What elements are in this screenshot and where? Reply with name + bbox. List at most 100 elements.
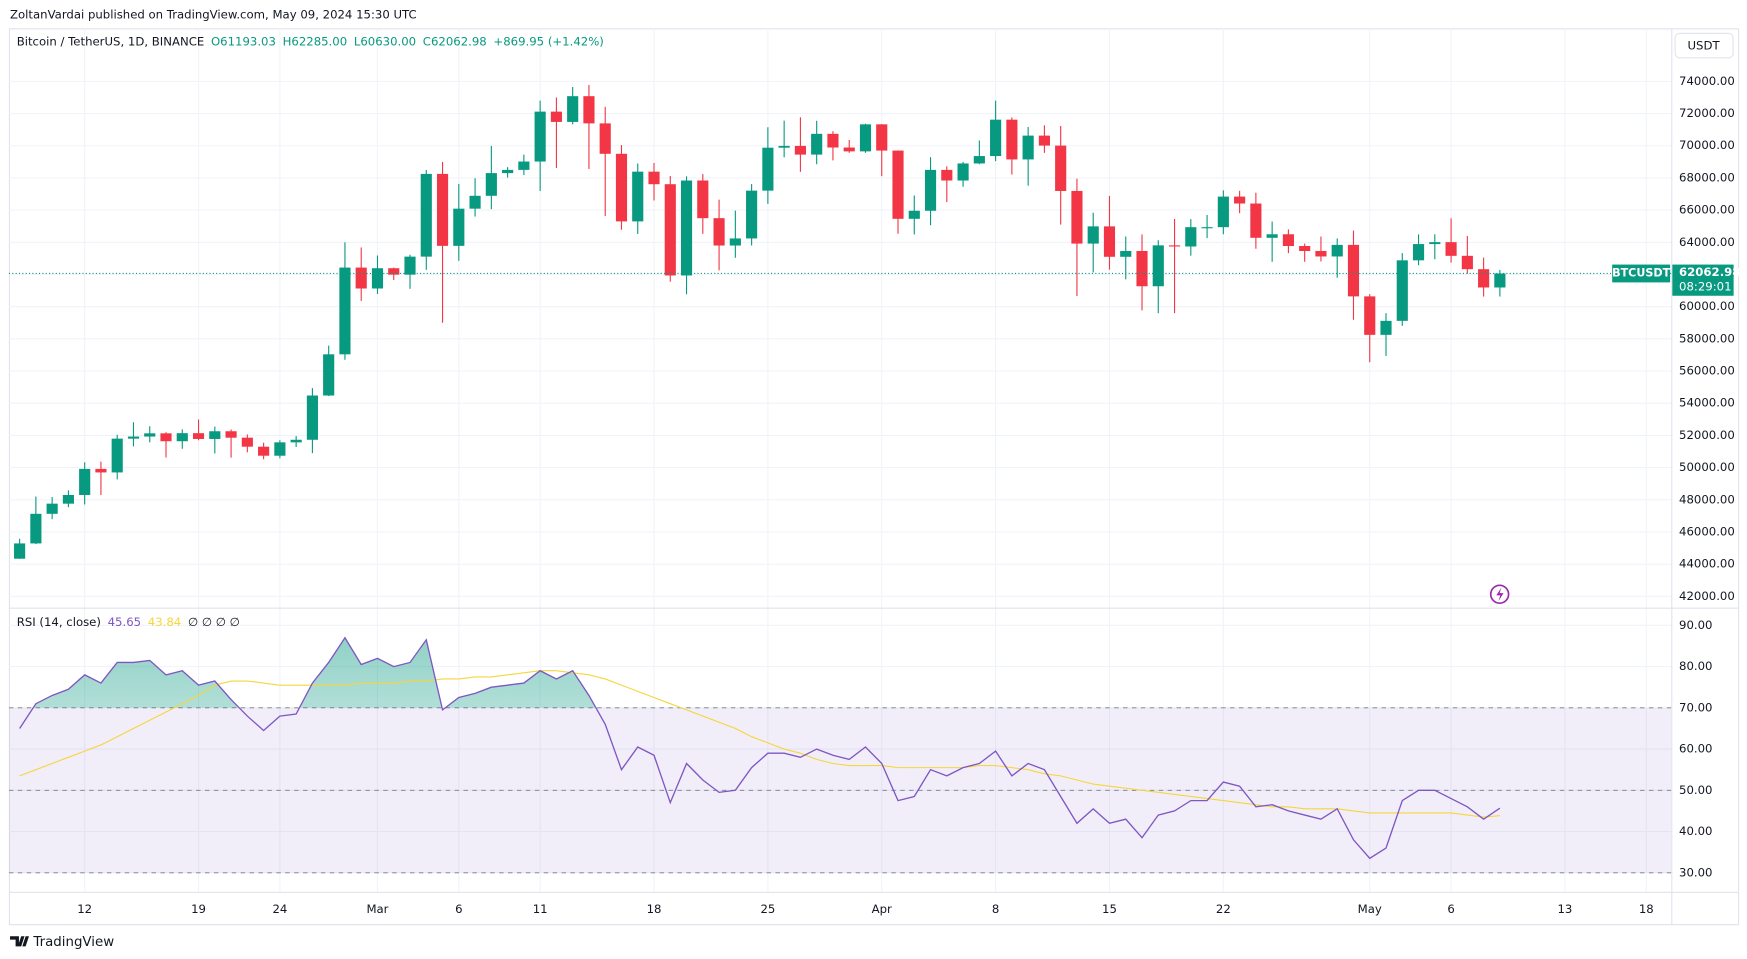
rsi-extra: ∅ ∅ ∅ ∅ — [188, 615, 240, 629]
candle-body — [794, 145, 806, 155]
candle-body — [95, 468, 107, 473]
candle-body — [241, 437, 253, 447]
price-tag-label: 62062.98 — [1679, 265, 1740, 279]
candle-body — [404, 256, 416, 275]
symbol-tag-label: BTCUSDT — [1612, 266, 1671, 279]
legend-high: H62285.00 — [283, 34, 348, 48]
candle-body — [1087, 226, 1099, 244]
candle-body — [518, 161, 530, 170]
candle-body — [453, 208, 465, 246]
candle-body — [1478, 269, 1490, 288]
currency-label[interactable]: USDT — [1687, 39, 1720, 53]
candle-body — [1185, 227, 1197, 247]
candle-body — [258, 446, 270, 456]
candle-body — [892, 150, 904, 219]
candle-body — [1364, 296, 1376, 335]
candle-body — [713, 218, 725, 246]
candle-body — [908, 210, 920, 219]
candle-body — [355, 267, 367, 289]
candle-body — [274, 442, 286, 456]
candle-body — [323, 354, 335, 396]
candle-body — [680, 180, 693, 276]
candle-body — [729, 238, 741, 246]
candle-body — [746, 190, 758, 239]
x-tick-label: 6 — [455, 902, 462, 916]
candle-body — [469, 195, 481, 209]
candle-body — [1120, 250, 1132, 257]
rsi-title: RSI (14, close) — [17, 615, 101, 629]
candle-body — [664, 184, 676, 276]
rsi-legend: RSI (14, close) 45.65 43.84 ∅ ∅ ∅ ∅ — [17, 615, 240, 629]
tv-logo-mark — [10, 936, 29, 947]
x-tick-label: 18 — [647, 902, 662, 916]
x-tick-label: 24 — [272, 902, 287, 916]
rsi-bands — [8, 637, 1672, 874]
y-tick-label: 48000.00 — [1679, 492, 1735, 506]
candle-body — [843, 147, 855, 152]
y-tick-label: 50000.00 — [1679, 460, 1735, 474]
legend-open: O61193.03 — [211, 34, 276, 48]
candle-body — [192, 433, 205, 439]
x-tick-label: May — [1358, 902, 1382, 916]
overbought-fill — [33, 637, 596, 708]
y-tick-label: 40.00 — [1679, 824, 1712, 838]
candle-body — [550, 111, 562, 122]
candle-body — [306, 395, 318, 440]
candle-body — [1380, 320, 1392, 335]
y-tick-label: 60.00 — [1679, 742, 1712, 756]
currency-button[interactable] — [1674, 32, 1734, 59]
y-tick-label: 50.00 — [1679, 783, 1712, 797]
candle-body — [534, 111, 546, 162]
y-tick-label: 56000.00 — [1679, 364, 1735, 378]
candle-body — [371, 268, 384, 289]
y-tick-label: 30.00 — [1679, 865, 1712, 879]
candle-body — [1331, 244, 1343, 257]
candle-body — [1152, 245, 1164, 287]
y-tick-label: 52000.00 — [1679, 428, 1735, 442]
candle-body — [941, 169, 953, 181]
candle-body — [1347, 244, 1360, 297]
candle-body — [811, 133, 823, 155]
candle-body — [1315, 250, 1327, 257]
x-tick-label: 12 — [77, 902, 92, 916]
candle-body — [436, 173, 449, 246]
candle-body — [567, 96, 579, 122]
candle-body — [420, 173, 432, 257]
x-tick-label: 25 — [760, 902, 775, 916]
legend-close: C62062.98 — [423, 34, 487, 48]
candle-body — [778, 145, 790, 148]
symbol-tag — [1612, 264, 1671, 283]
x-tick-label: 11 — [533, 902, 548, 916]
candle-body — [1396, 260, 1408, 321]
y-tick-label: 42000.00 — [1679, 589, 1735, 603]
candle-body — [111, 438, 123, 473]
candle-body — [1250, 203, 1262, 238]
candle-body — [1266, 234, 1278, 238]
y-tick-label: 64000.00 — [1679, 235, 1735, 249]
candle-body — [1299, 246, 1311, 251]
candle-body — [14, 543, 26, 559]
x-tick-label: 13 — [1558, 902, 1573, 916]
candle-body — [859, 124, 872, 152]
symbol-title: Bitcoin / TetherUS, 1D, BINANCE — [17, 34, 205, 48]
candle-body — [1103, 226, 1116, 257]
candle-body — [1071, 190, 1083, 244]
candle-body — [144, 433, 156, 437]
candle-body — [957, 163, 969, 181]
y-tick-label: 44000.00 — [1679, 557, 1735, 571]
y-tick-label: 72000.00 — [1679, 106, 1735, 120]
candle-body — [209, 431, 221, 439]
candle-body — [176, 433, 188, 442]
candle-body — [1217, 196, 1229, 228]
y-tick-label: 66000.00 — [1679, 203, 1735, 217]
candle-body — [1055, 145, 1067, 191]
candle-body — [62, 494, 74, 504]
countdown-label: 08:29:01 — [1679, 279, 1731, 293]
candle-body — [1461, 255, 1473, 270]
chart-legend: Bitcoin / TetherUS, 1D, BINANCE O61193.03… — [17, 34, 604, 48]
candle-body — [225, 431, 237, 438]
y-tick-label: 80.00 — [1679, 659, 1712, 673]
y-tick-label: 70.00 — [1679, 700, 1712, 714]
y-tick-label: 58000.00 — [1679, 331, 1735, 345]
publisher-line: ZoltanVardai published on TradingView.co… — [10, 7, 417, 21]
